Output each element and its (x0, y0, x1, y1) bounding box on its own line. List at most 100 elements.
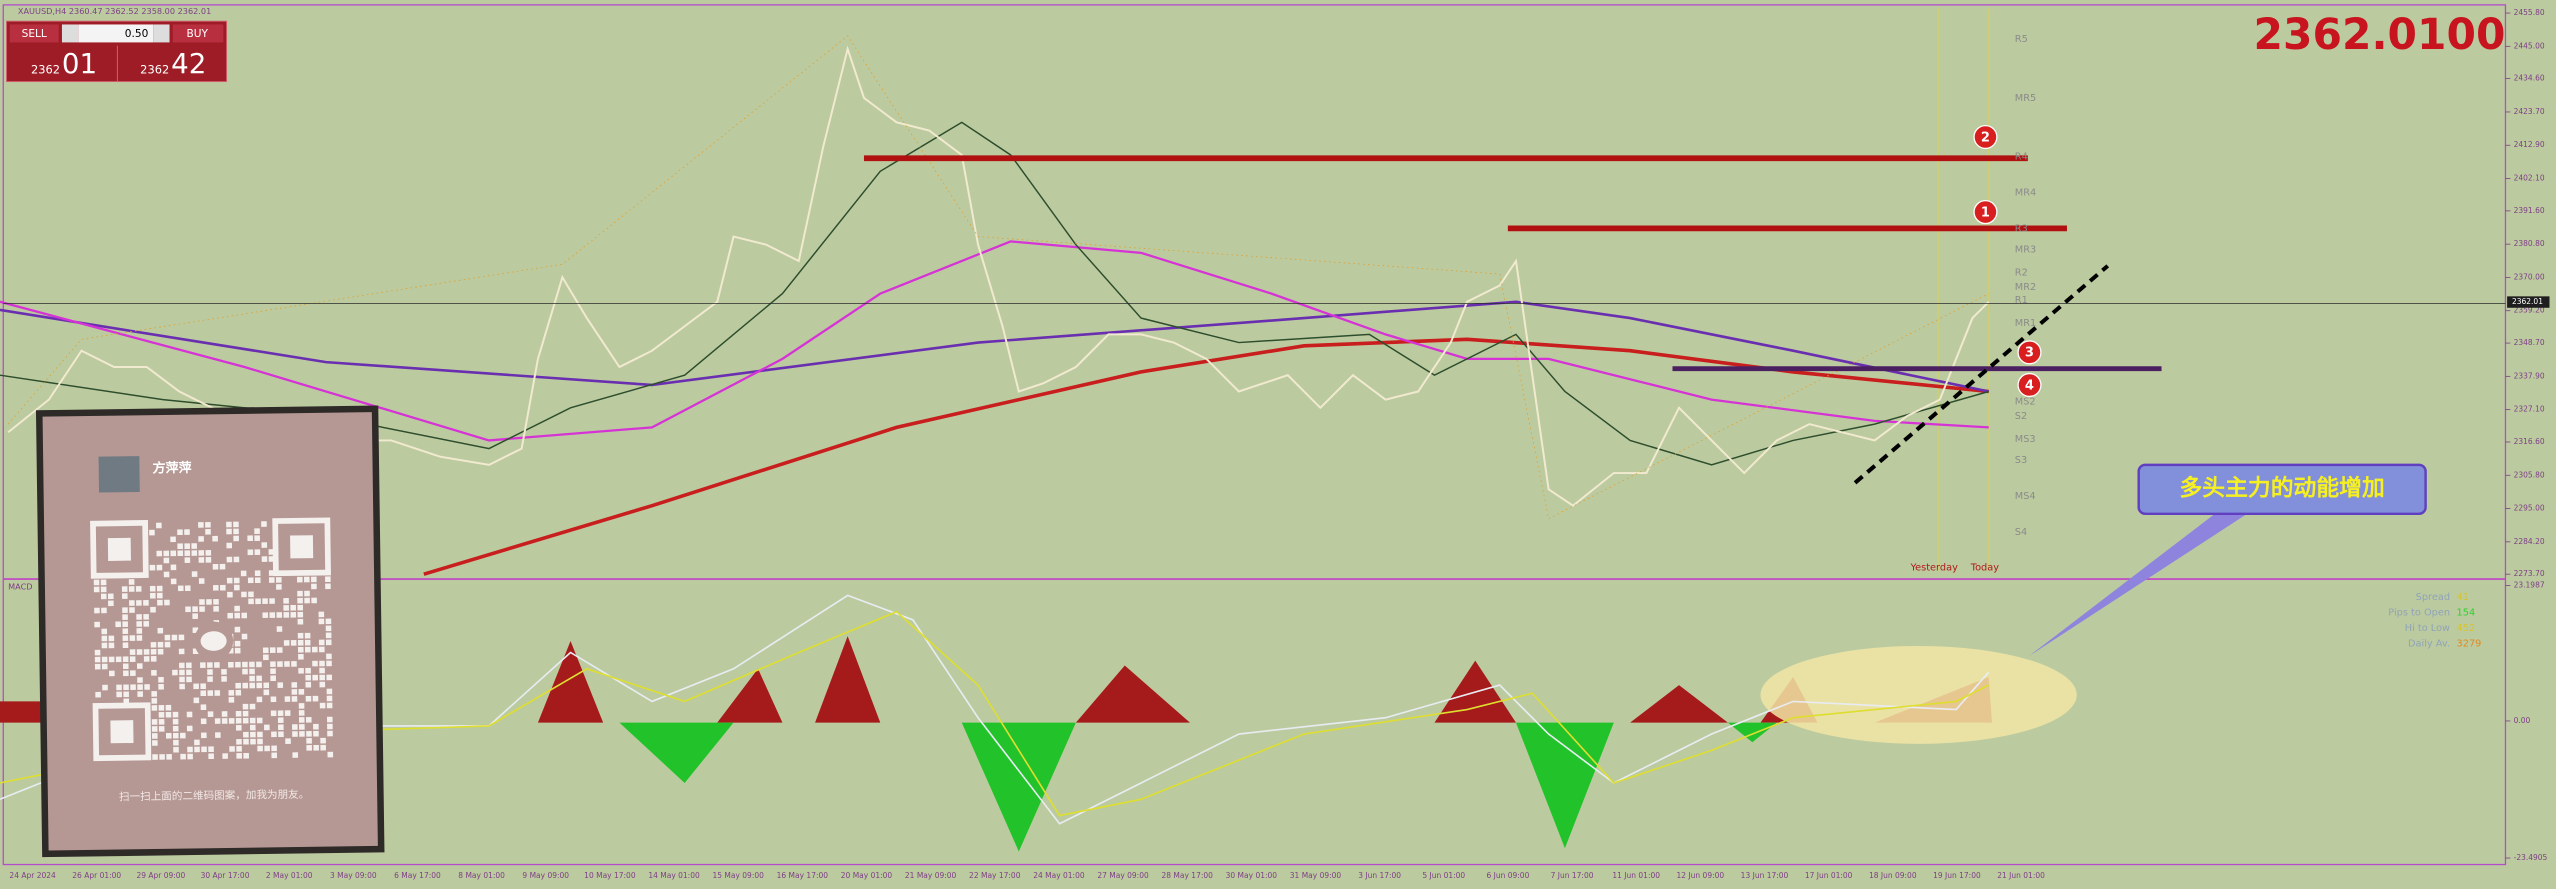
qr-dot (233, 521, 239, 528)
qr-dot (186, 662, 192, 669)
ask-prefix[interactable]: 2362 (140, 63, 169, 77)
qr-dot (214, 662, 220, 668)
qr-dot (243, 752, 249, 759)
qr-dot (313, 744, 319, 751)
qr-dot (137, 677, 143, 683)
qr-dot (305, 674, 311, 681)
qr-dot (297, 611, 304, 618)
qr-dot (262, 598, 268, 604)
qr-dot (254, 535, 260, 541)
qr-dot (305, 716, 312, 723)
qr-dot (256, 661, 262, 668)
macd-histogram-up (0, 636, 1992, 723)
qr-logo-icon (200, 631, 227, 651)
qr-dot (236, 753, 242, 759)
pivot-label: S2 (2015, 411, 2027, 422)
y-tick-label: 2412.90 (2514, 140, 2545, 149)
pivot-label: MS2 (2015, 396, 2036, 407)
qr-dot (319, 674, 326, 681)
lot-down[interactable] (61, 24, 79, 43)
qr-dot (101, 656, 108, 663)
qr-dot (108, 635, 115, 642)
qr-dot (275, 577, 282, 583)
x-tick-label: 6 Jun 09:00 (1486, 871, 1529, 880)
buy-label[interactable]: BUY (187, 28, 209, 40)
bid-pips[interactable]: 01 (62, 47, 97, 80)
qr-dot (319, 667, 325, 674)
callout-box (2137, 463, 2427, 516)
qr-card: 方萍萍 扫一扫上面的二维码图案，加我为朋友。 (35, 405, 385, 858)
qr-dot (194, 739, 200, 746)
lot-up[interactable] (153, 24, 170, 43)
lot-input[interactable] (78, 24, 154, 43)
qr-dot (235, 661, 241, 668)
qr-dot (305, 681, 312, 688)
qr-dot (221, 676, 227, 682)
qr-dot (207, 711, 214, 717)
y-tick-label: 2316.60 (2514, 437, 2545, 446)
qr-dot (171, 634, 178, 641)
qr-dot (187, 746, 193, 753)
qr-dot (283, 598, 289, 604)
x-tick-label: 24 May 01:00 (1033, 871, 1085, 880)
qr-dot (122, 614, 128, 620)
qr-dot (285, 738, 291, 744)
qr-dot (186, 676, 192, 683)
qr-dot (283, 605, 289, 611)
qr-dot (184, 550, 191, 556)
x-tick-label: 2 May 01:00 (266, 871, 313, 880)
qr-dot (166, 754, 172, 760)
qr-dot (100, 579, 107, 586)
qr-dot (233, 528, 239, 535)
qr-dot (186, 669, 192, 676)
qr-dot (207, 662, 213, 668)
qr-dot (220, 584, 226, 591)
ask-pips[interactable]: 42 (171, 47, 206, 80)
qr-dot (136, 663, 143, 669)
qr-dot (242, 661, 248, 668)
qr-dot (179, 676, 185, 683)
pivot-label: MR5 (2015, 93, 2036, 104)
qr-dot (164, 599, 170, 606)
qr-dot (184, 557, 191, 563)
lot-value[interactable]: 0.50 (125, 28, 149, 40)
qr-dot (143, 621, 150, 627)
x-tick-label: 21 May 09:00 (905, 871, 957, 880)
qr-dot (261, 521, 267, 527)
qr-dot (327, 751, 334, 758)
ma-20 (0, 121, 1989, 466)
qr-dot (263, 682, 270, 689)
qr-dot (304, 590, 310, 597)
x-tick-label: 13 Jun 17:00 (1741, 871, 1789, 880)
x-tick-label: 31 May 09:00 (1290, 871, 1342, 880)
qr-dot (305, 695, 312, 702)
qr-dot (213, 606, 219, 612)
marker-label: 1 (1981, 205, 1990, 220)
bid-prefix[interactable]: 2362 (31, 63, 60, 77)
sell-label[interactable]: SELL (22, 28, 47, 40)
qr-dot (156, 585, 163, 592)
qr-dot (248, 598, 254, 605)
qr-dot (198, 536, 204, 542)
qr-dot (306, 738, 312, 744)
sell-button[interactable] (9, 24, 59, 43)
qr-dot (221, 669, 227, 675)
qr-dot (157, 627, 164, 634)
qr-dot (312, 695, 319, 702)
buy-button[interactable] (172, 24, 224, 43)
qr-dot (313, 723, 319, 730)
qr-dot (93, 586, 100, 593)
qr-dot (115, 621, 121, 628)
marker-circle (2017, 372, 2042, 398)
qr-dot (129, 649, 136, 655)
qr-dot (242, 668, 248, 675)
qr-finder-core (290, 535, 314, 559)
qr-dot (257, 731, 263, 738)
qr-dot (129, 656, 136, 662)
y-tick-label: 2284.20 (2514, 537, 2545, 546)
x-tick-label: 24 Apr 2024 (9, 871, 56, 880)
qr-dot (101, 635, 108, 642)
qr-dot (325, 583, 331, 590)
info-label: Hi to Low (2405, 623, 2450, 634)
qr-dot (291, 689, 298, 695)
